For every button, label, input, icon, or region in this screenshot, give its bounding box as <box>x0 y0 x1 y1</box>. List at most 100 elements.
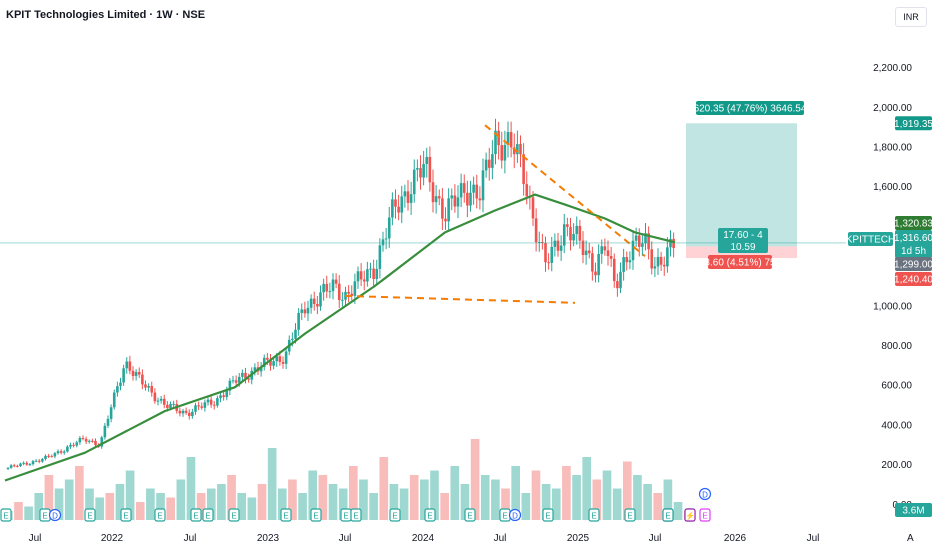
candle-body <box>375 268 379 280</box>
symbol-label-text: KPITTECH <box>846 235 895 246</box>
y-tick-label: 200.00 <box>881 460 912 471</box>
event-badge[interactable]: E <box>588 508 600 522</box>
event-badge[interactable]: E <box>424 508 436 522</box>
volume-bar <box>308 470 318 520</box>
event-badge[interactable]: E <box>228 508 240 522</box>
event-badge[interactable]: E <box>280 508 292 522</box>
candle-body <box>228 380 232 391</box>
earnings-badge-bg <box>542 508 554 522</box>
event-badge[interactable]: E <box>84 508 96 522</box>
event-badge[interactable]: E <box>542 508 554 522</box>
position-center-line1: 17.60 - 4 <box>723 230 763 241</box>
event-badge[interactable]: E <box>310 508 322 522</box>
earnings-badge-bg <box>84 508 96 522</box>
volume-bar <box>531 470 541 520</box>
candle-body <box>300 309 304 313</box>
candle-body <box>81 437 85 439</box>
event-badge[interactable]: E <box>350 508 362 522</box>
event-badge[interactable]: E <box>499 508 511 522</box>
y-tick-label: 1,600.00 <box>873 182 912 193</box>
candle-body <box>562 224 566 246</box>
candle-body <box>31 461 35 465</box>
candle-body <box>412 169 416 195</box>
event-badge[interactable]: D <box>508 508 522 522</box>
target-price-label-bg <box>895 116 932 131</box>
volume-bar <box>592 479 602 520</box>
event-badge[interactable]: ⚡ <box>684 508 696 522</box>
candle-body <box>87 440 91 442</box>
stop-price-label: 1,240.40 <box>894 272 932 286</box>
volume-bar <box>156 493 165 520</box>
candle-body <box>416 168 419 170</box>
candle-body <box>637 235 641 247</box>
entry-price-label-bg <box>895 257 932 271</box>
candle-body <box>6 467 10 469</box>
candle-body <box>225 390 229 398</box>
candle-body <box>244 372 247 379</box>
volume-bar <box>470 439 480 520</box>
stop-label-bg <box>708 255 772 269</box>
candle-body <box>91 440 94 442</box>
candle-body <box>84 438 88 442</box>
candle-body <box>425 156 429 165</box>
candle-body <box>609 255 613 259</box>
candle-body <box>184 410 188 413</box>
candle-body <box>503 144 507 161</box>
candle-body <box>266 357 269 360</box>
position-center-bg <box>718 228 768 253</box>
candle-body <box>366 269 369 282</box>
candle-body <box>487 159 491 168</box>
volume-bar <box>288 479 297 520</box>
candle-body <box>222 395 225 398</box>
y-tick-label: 600.00 <box>881 381 912 392</box>
event-badge[interactable]: E <box>39 508 51 522</box>
event-badge[interactable]: D <box>48 508 62 522</box>
candle-body <box>641 243 644 247</box>
volume-bar <box>409 475 419 520</box>
x-tick-label: Jul <box>494 533 507 544</box>
event-badge[interactable]: E <box>624 508 636 522</box>
candle-body <box>272 361 275 366</box>
candle-body <box>556 240 560 251</box>
event-badge-text: E <box>123 512 128 521</box>
candle-body <box>106 418 110 426</box>
candle-body <box>550 246 554 263</box>
event-badge-text: E <box>353 512 358 521</box>
volume-bar <box>562 466 571 520</box>
candle-body <box>597 253 600 276</box>
volume-bar <box>480 475 490 520</box>
event-badge[interactable]: E <box>0 508 12 522</box>
event-badge[interactable]: E <box>190 508 202 522</box>
event-badge[interactable]: E <box>120 508 132 522</box>
candle-body <box>616 281 619 289</box>
volume-label-bg <box>895 503 932 517</box>
event-badge[interactable]: E <box>202 508 214 522</box>
event-badge[interactable]: D <box>698 487 712 501</box>
trendline <box>344 294 576 304</box>
event-badge[interactable]: E <box>389 508 401 522</box>
event-badge[interactable]: E <box>699 508 711 522</box>
event-badge-text: D <box>702 491 708 500</box>
event-badge[interactable]: E <box>340 508 352 522</box>
candle-body <box>109 407 113 419</box>
candle-body <box>381 239 385 246</box>
candle-body <box>103 425 107 438</box>
candle-body <box>578 225 582 241</box>
earnings-badge-bg <box>310 508 322 522</box>
currency-button[interactable]: INR <box>895 7 927 27</box>
candle-body <box>219 395 222 399</box>
event-badge-text: D <box>512 512 518 521</box>
volume-bar <box>196 493 206 520</box>
candle-body <box>644 233 647 244</box>
candle-body <box>403 191 407 197</box>
candle-body <box>478 198 482 201</box>
candle-body <box>359 271 363 280</box>
volume-bar <box>440 493 449 520</box>
event-badge[interactable]: E <box>662 508 674 522</box>
volume-bar <box>653 493 663 520</box>
event-badge[interactable]: E <box>154 508 166 522</box>
volume-bar <box>206 488 216 520</box>
event-badge[interactable]: E <box>464 508 476 522</box>
candle-body <box>647 233 650 250</box>
